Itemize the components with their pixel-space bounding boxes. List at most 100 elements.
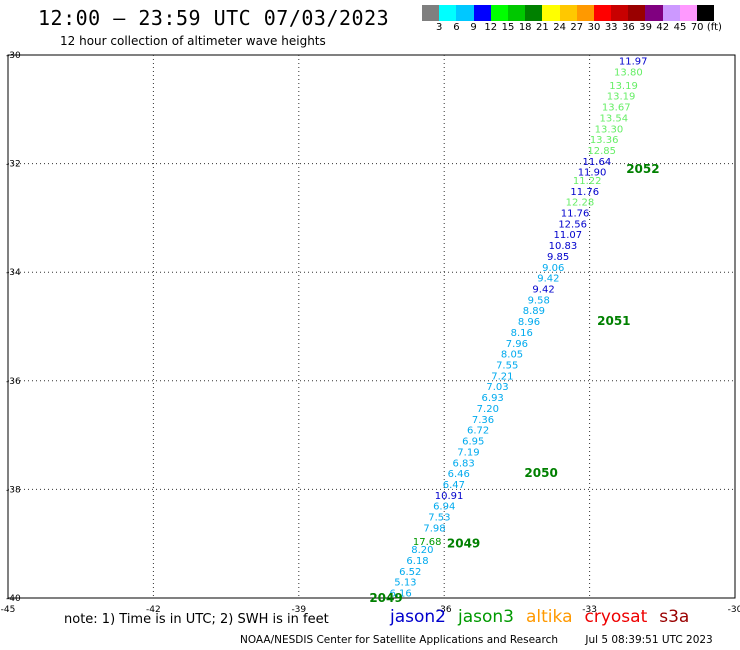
wave-height-point: 11.22: [573, 176, 602, 187]
wave-height-point: 7.36: [472, 415, 494, 426]
wave-height-point: 11.76: [561, 208, 590, 219]
lat-tick-label: -32: [6, 160, 21, 170]
colorbar-labels: 3 6 9 12 15 18 21 24 27 30 33 36 39 42 45 70 (ft): [422, 22, 740, 34]
lon-tick-label: -39: [291, 605, 306, 615]
satellite-altika: altika: [526, 607, 573, 627]
wave-height-point: 6.18: [406, 556, 428, 567]
wave-height-point: 8.20: [411, 545, 433, 556]
lat-tick-label: -40: [6, 594, 21, 604]
lat-tick-label: -36: [6, 377, 21, 387]
satellite-s3a: s3a: [659, 607, 690, 627]
lat-tick-label: -34: [6, 268, 21, 278]
lon-tick-label: -45: [1, 605, 16, 615]
wave-height-point: 7.98: [423, 523, 445, 534]
wave-height-point: 8.05: [501, 350, 523, 361]
satellite-jason3: jason3: [458, 607, 514, 627]
wave-height-point: 9.85: [547, 252, 569, 263]
colorbar-swatch: [559, 5, 577, 21]
wave-height-point: 6.16: [389, 589, 411, 600]
wave-height-point: 13.80: [614, 67, 643, 78]
wave-height-point: 17.68: [413, 537, 442, 548]
colorbar-label: 21: [536, 22, 549, 33]
wave-height-point: 13.19: [607, 92, 636, 103]
pass-time-label: 2049: [369, 591, 402, 605]
colorbar-swatch: [662, 5, 680, 21]
colorbar-swatch: [422, 5, 440, 21]
colorbar-label: 12: [484, 22, 498, 33]
wave-height-point: 7.96: [506, 339, 528, 350]
pass-time-label: 2051: [597, 314, 630, 328]
wave-height-point: 11.97: [619, 56, 648, 67]
wave-height-point: 7.55: [496, 361, 518, 372]
wave-height-point: 13.54: [600, 113, 629, 124]
wave-height-point: 6.94: [433, 502, 455, 513]
wave-height-point: 7.03: [486, 382, 508, 393]
timestamp-text: Jul 5 08:39:51 UTC 2023: [585, 634, 713, 646]
colorbar-swatch: [593, 5, 612, 21]
credit-line: NOAA/NESDIS Center for Satellite Applica…: [240, 634, 713, 646]
colorbar-label: 45: [673, 22, 687, 33]
wave-height-point: 6.47: [443, 480, 465, 491]
colorbar-label: 42: [656, 22, 670, 33]
colorbar-swatch: [507, 5, 526, 21]
wave-height-point: 13.67: [602, 103, 631, 114]
wave-height-point: 9.06: [542, 263, 564, 274]
wave-height-point: 12.85: [587, 146, 616, 157]
colorbar-swatch: [456, 5, 474, 21]
colorbar-label: 15: [501, 22, 515, 33]
pass-time-label: 2050: [524, 466, 557, 480]
wave-height-point: 12.28: [566, 198, 595, 209]
note-text: note: 1) Time is in UTC; 2) SWH is in fe…: [64, 612, 329, 627]
wave-height-point: 6.46: [448, 469, 470, 480]
colorbar-swatch: [679, 5, 697, 21]
plot-frame: [7, 54, 736, 599]
colorbar-swatch: [473, 5, 491, 21]
colorbar-label: 18: [518, 22, 532, 33]
wave-height-point: 7.53: [428, 513, 450, 524]
map-subtitle: 12 hour collection of altimeter wave hei…: [60, 34, 326, 48]
wave-height-point: 7.19: [457, 447, 479, 458]
colorbar-swatch: [490, 5, 508, 21]
wave-height-point: 8.16: [511, 328, 533, 339]
wave-height-point: 9.58: [528, 295, 550, 306]
wave-height-point: 7.21: [491, 371, 513, 382]
colorbar-swatch: [611, 5, 629, 21]
wave-height-point: 12.56: [558, 219, 587, 230]
wave-height-point: 6.72: [467, 426, 489, 437]
wave-height-point: 5.13: [394, 578, 416, 589]
wave-height-point: 11.76: [570, 187, 599, 198]
wave-height-point: 9.42: [532, 284, 554, 295]
colorbar-swatch: [439, 5, 457, 21]
colorbar-label: 24: [553, 22, 566, 33]
lat-tick-label: -38: [6, 485, 21, 495]
wave-height-point: 13.36: [590, 135, 619, 146]
wave-height-point: 8.96: [518, 317, 540, 328]
wave-height-point: 10.91: [435, 491, 464, 502]
colorbar-label: 39: [639, 22, 652, 33]
colorbar: [422, 5, 715, 21]
pass-time-label: 2052: [626, 162, 659, 176]
satellite-cryosat: cryosat: [584, 607, 648, 627]
pass-time-label: 2049: [447, 537, 480, 551]
wave-height-point: 7.20: [477, 404, 499, 415]
colorbar-label: 70: [690, 22, 704, 33]
wave-height-point: 6.95: [462, 437, 484, 448]
colorbar-swatch: [645, 5, 663, 21]
colorbar-label: 6: [453, 22, 460, 33]
wave-height-point: 11.90: [578, 168, 607, 179]
wave-height-point: 11.07: [553, 230, 582, 241]
wave-height-point: 13.30: [595, 124, 624, 135]
wave-height-point: 11.64: [583, 157, 612, 168]
colorbar-label: 27: [570, 22, 584, 33]
wave-height-point: 8.89: [523, 306, 545, 317]
credit-text: NOAA/NESDIS Center for Satellite Applica…: [240, 634, 558, 646]
lon-tick-label: -42: [146, 605, 161, 615]
colorbar-swatch: [697, 5, 715, 21]
map-title: 12:00 – 23:59 UTC 07/03/2023: [38, 6, 390, 30]
wave-height-point: 6.83: [452, 458, 474, 469]
colorbar-label: (ft): [706, 22, 722, 33]
lat-tick-label: -30: [6, 51, 21, 61]
wave-height-point: 6.93: [482, 393, 504, 404]
satellite-jason2: jason2: [390, 607, 446, 627]
